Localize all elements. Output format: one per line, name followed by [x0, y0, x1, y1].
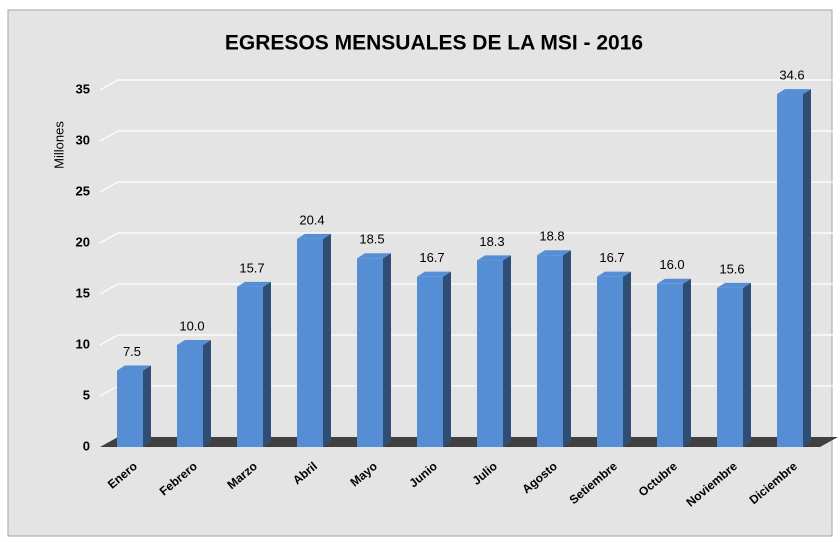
value-label: 16.7 [599, 250, 624, 265]
y-tick-label: 30 [76, 132, 90, 147]
bar [717, 282, 751, 447]
bar-front [717, 287, 743, 447]
bar-front [237, 286, 263, 447]
bar-top [237, 281, 271, 287]
bar-side [323, 233, 331, 447]
y-tick-label: 35 [76, 81, 90, 96]
bar-front [357, 258, 383, 447]
bar [357, 253, 391, 447]
grid-line [99, 181, 838, 193]
y-tick-label: 20 [76, 234, 90, 249]
value-label: 20.4 [299, 212, 324, 227]
chart-background [7, 9, 833, 537]
bar-side [503, 255, 511, 447]
bar-top [117, 365, 151, 371]
bar-top [597, 271, 631, 277]
bar [777, 89, 811, 447]
bar-top [417, 271, 451, 277]
grid-line [99, 232, 838, 244]
bar-front [477, 260, 503, 447]
y-tick-label: 10 [76, 336, 90, 351]
value-label: 34.6 [779, 68, 804, 83]
bar-top [717, 282, 751, 288]
bar [177, 340, 211, 447]
value-label: 7.5 [123, 344, 141, 359]
y-tick-label: 0 [83, 438, 90, 453]
bar-top [537, 250, 571, 256]
bar-front [297, 238, 323, 447]
bar-top [357, 253, 391, 259]
value-label: 15.6 [719, 261, 744, 276]
bar-side [383, 253, 391, 447]
bar-top [177, 340, 211, 345]
bar [657, 278, 691, 447]
value-label: 16.7 [419, 250, 444, 265]
bar-side [263, 281, 271, 447]
bar-side [623, 271, 631, 447]
bar [537, 250, 571, 447]
value-label: 10.0 [179, 318, 204, 333]
bar-top [297, 233, 331, 239]
value-label: 15.7 [239, 260, 264, 275]
bar-side [743, 282, 751, 447]
bar-front [117, 370, 143, 447]
bar [117, 365, 151, 447]
bar [477, 255, 511, 447]
value-label: 16.0 [659, 257, 684, 272]
y-axis-label: Millones [51, 121, 66, 169]
floor [100, 437, 838, 447]
value-label: 18.8 [539, 229, 564, 244]
bar-front [777, 94, 803, 447]
bar [297, 233, 331, 447]
y-tick-label: 15 [76, 285, 90, 300]
grid-line [99, 130, 838, 142]
bar-side [803, 89, 811, 447]
bar-front [597, 276, 623, 447]
bar-side [683, 278, 691, 447]
grid-line [99, 79, 838, 91]
bar-front [417, 276, 443, 447]
chart-title: EGRESOS MENSUALES DE LA MSI - 2016 [225, 32, 643, 55]
y-tick-label: 5 [83, 387, 90, 402]
bar-side [563, 250, 571, 447]
bar [237, 281, 271, 447]
bar [417, 271, 451, 447]
bar-front [537, 255, 563, 447]
bar-side [203, 340, 211, 447]
bar-top [657, 278, 691, 284]
value-label: 18.3 [479, 234, 504, 249]
bar-side [143, 365, 151, 447]
bar-side [443, 271, 451, 447]
bar-top [777, 89, 811, 95]
bar-top [477, 255, 511, 261]
y-tick-label: 25 [76, 183, 90, 198]
value-label: 18.5 [359, 232, 384, 247]
bar-front [657, 283, 683, 447]
bar [597, 271, 631, 447]
bar-front [177, 345, 203, 447]
